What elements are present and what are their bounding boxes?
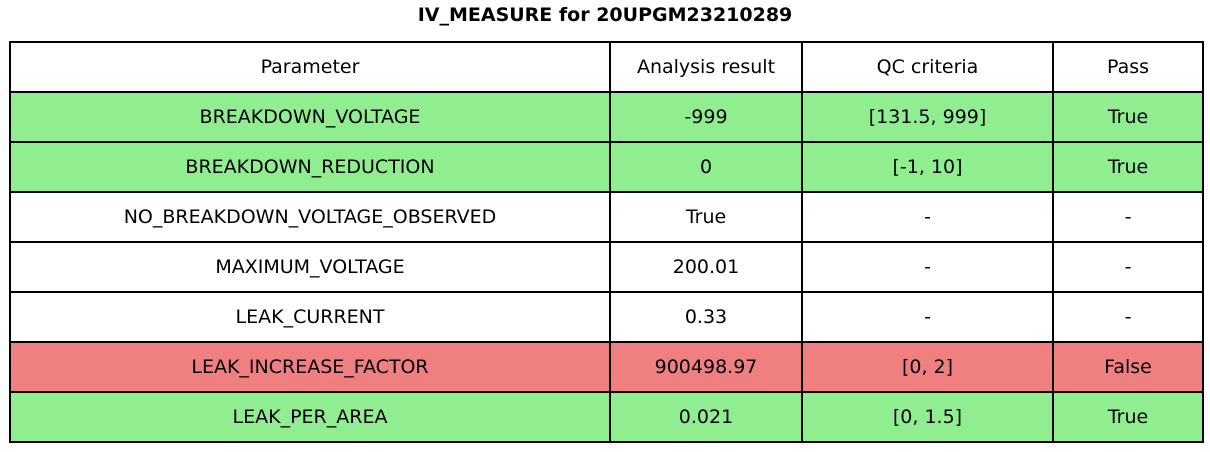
table-header-row: Parameter Analysis result QC criteria Pa… [9,41,1204,93]
cell-qc-criteria: [0, 1.5] [801,391,1054,443]
cell-qc-criteria: [0, 2] [801,341,1054,393]
cell-analysis-result: 0.33 [609,291,803,343]
row-no-breakdown-voltage-observed: NO_BREAKDOWN_VOLTAGE_OBSERVED True - - [9,191,1204,243]
row-leak-increase-factor: LEAK_INCREASE_FACTOR 900498.97 [0, 2] Fa… [9,341,1204,393]
cell-parameter: LEAK_INCREASE_FACTOR [9,341,611,393]
cell-parameter: LEAK_CURRENT [9,291,611,343]
figure-title: IV_MEASURE for 20UPGM23210289 [417,4,793,26]
cell-qc-criteria: [-1, 10] [801,141,1054,193]
cell-pass: - [1052,291,1204,343]
cell-qc-criteria: [131.5, 999] [801,91,1054,143]
cell-parameter: MAXIMUM_VOLTAGE [9,241,611,293]
cell-parameter: BREAKDOWN_REDUCTION [9,141,611,193]
cell-analysis-result: 200.01 [609,241,803,293]
row-breakdown-voltage: BREAKDOWN_VOLTAGE -999 [131.5, 999] True [9,91,1204,143]
cell-analysis-result: 0 [609,141,803,193]
column-header-pass: Pass [1052,41,1204,93]
cell-analysis-result: True [609,191,803,243]
row-maximum-voltage: MAXIMUM_VOLTAGE 200.01 - - [9,241,1204,293]
qc-results-table: Parameter Analysis result QC criteria Pa… [9,41,1204,443]
cell-pass: - [1052,241,1204,293]
cell-analysis-result: -999 [609,91,803,143]
cell-pass: False [1052,341,1204,393]
cell-qc-criteria: - [801,291,1054,343]
cell-pass: True [1052,91,1204,143]
cell-pass: - [1052,191,1204,243]
cell-parameter: BREAKDOWN_VOLTAGE [9,91,611,143]
column-header-parameter: Parameter [9,41,611,93]
column-header-qc-criteria: QC criteria [801,41,1054,93]
row-breakdown-reduction: BREAKDOWN_REDUCTION 0 [-1, 10] True [9,141,1204,193]
row-leak-per-area: LEAK_PER_AREA 0.021 [0, 1.5] True [9,391,1204,443]
cell-analysis-result: 900498.97 [609,341,803,393]
cell-pass: True [1052,391,1204,443]
cell-pass: True [1052,141,1204,193]
column-header-analysis-result: Analysis result [609,41,803,93]
cell-analysis-result: 0.021 [609,391,803,443]
row-leak-current: LEAK_CURRENT 0.33 - - [9,291,1204,343]
cell-parameter: LEAK_PER_AREA [9,391,611,443]
cell-qc-criteria: - [801,241,1054,293]
cell-qc-criteria: - [801,191,1054,243]
cell-parameter: NO_BREAKDOWN_VOLTAGE_OBSERVED [9,191,611,243]
